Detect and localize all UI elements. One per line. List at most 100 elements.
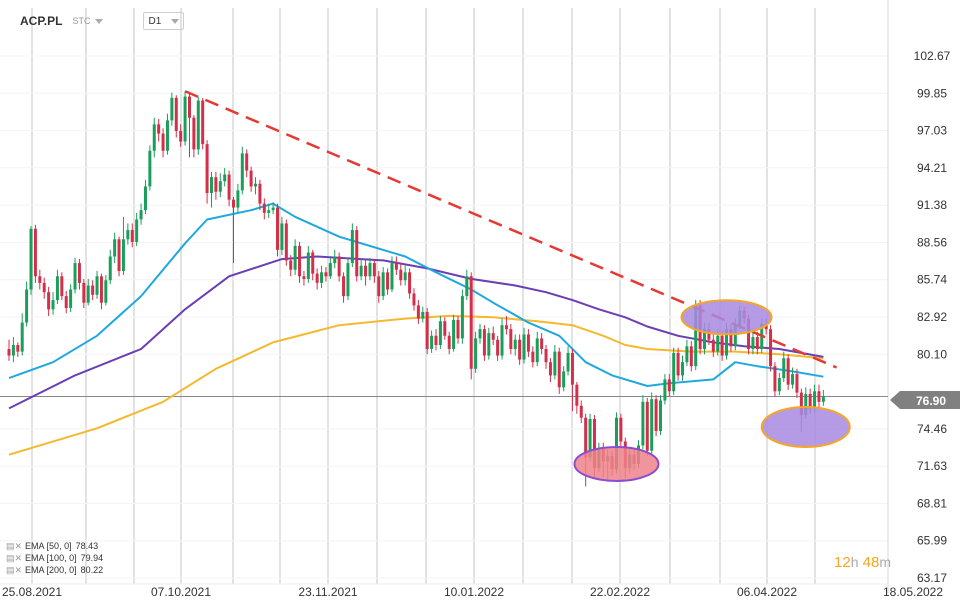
y-tick-label: 85.74 [917, 273, 947, 287]
candle-body [769, 329, 773, 367]
settings-remove-icons[interactable]: ▤✕ [6, 564, 23, 575]
candle-body [579, 405, 583, 418]
legend-row-ema50[interactable]: ▤✕ EMA [50, 0] 78.43 [6, 540, 103, 552]
candle-body [548, 362, 552, 376]
candle-body [170, 97, 174, 121]
candle-body [469, 276, 473, 369]
settings-remove-icons[interactable]: ▤✕ [6, 540, 23, 551]
candle-body [733, 325, 737, 347]
candle-body [143, 186, 147, 211]
x-tick-label: 22.02.2022 [590, 585, 650, 599]
candle-body [438, 321, 442, 346]
candle-body [95, 276, 99, 295]
candle-body [302, 276, 306, 279]
candle-body [117, 239, 121, 272]
candle-body [372, 263, 376, 277]
candle-body [350, 230, 354, 264]
y-tick-label: 82.92 [917, 310, 947, 324]
candle-body [394, 263, 398, 270]
candle-body [51, 300, 55, 310]
candle-body [73, 263, 77, 290]
candle-body [707, 329, 711, 340]
candle-body [773, 366, 777, 392]
highlight-ellipse [573, 445, 660, 482]
candle-body [531, 351, 535, 363]
candle-body [355, 230, 359, 277]
legend-row-ema200[interactable]: ▤✕ EMA [200, 0] 80.22 [6, 564, 103, 576]
legend-row-ema100[interactable]: ▤✕ EMA [100, 0] 79.94 [6, 552, 103, 564]
x-tick-label: 07.10.2021 [151, 585, 211, 599]
candle-body [91, 285, 95, 295]
candle-body [271, 207, 275, 211]
candle-body [328, 263, 332, 277]
candle-body [82, 282, 86, 303]
candle-body [689, 346, 693, 367]
y-axis-labels: 102.67 99.85 97.03 94.21 91.38 88.56 85.74 82.9… [914, 49, 951, 585]
candle-body [795, 374, 799, 393]
candle-body [716, 335, 720, 352]
candle-body [786, 358, 790, 385]
candle-body [478, 329, 482, 339]
candle-body [60, 276, 64, 297]
candle-body [223, 174, 227, 182]
candle-body [267, 210, 271, 213]
candle-body [205, 144, 209, 194]
candle-body [38, 276, 42, 283]
candle-body [42, 282, 46, 293]
candle-body [161, 133, 165, 151]
candle-body [553, 351, 557, 376]
y-tick-label: 99.85 [917, 86, 947, 100]
candle-body [804, 393, 808, 416]
candle-body [650, 399, 654, 451]
resistance-trendline [184, 90, 838, 369]
candle-body [16, 345, 20, 352]
candle-body [165, 120, 169, 151]
ema-50-path [8, 202, 824, 387]
candle-body [676, 352, 680, 376]
candle-body [562, 371, 566, 388]
candle-body [227, 174, 231, 200]
candle-body [658, 400, 662, 431]
candle-body [408, 272, 412, 294]
candle-body [452, 319, 456, 349]
ema-200-path [8, 314, 824, 456]
candle-body [174, 97, 178, 131]
trendline-path [184, 90, 838, 369]
indicator-legend: ▤✕ EMA [50, 0] 78.43 ▤✕ EMA [100, 0] 79.… [6, 540, 103, 576]
candle-body [821, 396, 825, 402]
x-tick-label: 06.04.2022 [737, 585, 797, 599]
candle-body [236, 190, 240, 208]
candle-body [645, 401, 649, 451]
y-tick-label: 63.17 [917, 571, 947, 585]
timeframe-value: D1 [148, 15, 162, 27]
y-tick-label: 102.67 [914, 49, 951, 63]
candle-body [324, 272, 328, 277]
candle-body [377, 276, 381, 297]
candle-body [254, 183, 258, 187]
candle-body [685, 346, 689, 363]
candle-body [152, 124, 156, 151]
candle-body [20, 322, 24, 352]
candle-body [421, 311, 425, 319]
settings-remove-icons[interactable]: ▤✕ [6, 552, 23, 563]
candle-body [518, 339, 522, 360]
legend-value: 78.43 [75, 541, 99, 551]
timeframe-select[interactable]: D1 [143, 12, 185, 30]
candle-body [641, 401, 645, 446]
candle-body [209, 177, 213, 194]
candle-body [280, 223, 284, 250]
legend-value: 80.22 [80, 565, 104, 575]
instrument-symbol[interactable]: ACP.PL [20, 14, 63, 28]
candle-body [258, 183, 262, 204]
candle-body [509, 329, 513, 349]
candle-body [729, 329, 733, 347]
candle-body [430, 335, 434, 349]
highlight-ellipse [760, 405, 851, 448]
candle-body [566, 352, 570, 372]
legend-label: EMA [50, 0] [25, 541, 72, 551]
candle-body [86, 285, 90, 303]
candle-body [504, 325, 508, 330]
symbol-dropdown-icon[interactable] [95, 18, 104, 24]
candle-body [139, 210, 143, 220]
